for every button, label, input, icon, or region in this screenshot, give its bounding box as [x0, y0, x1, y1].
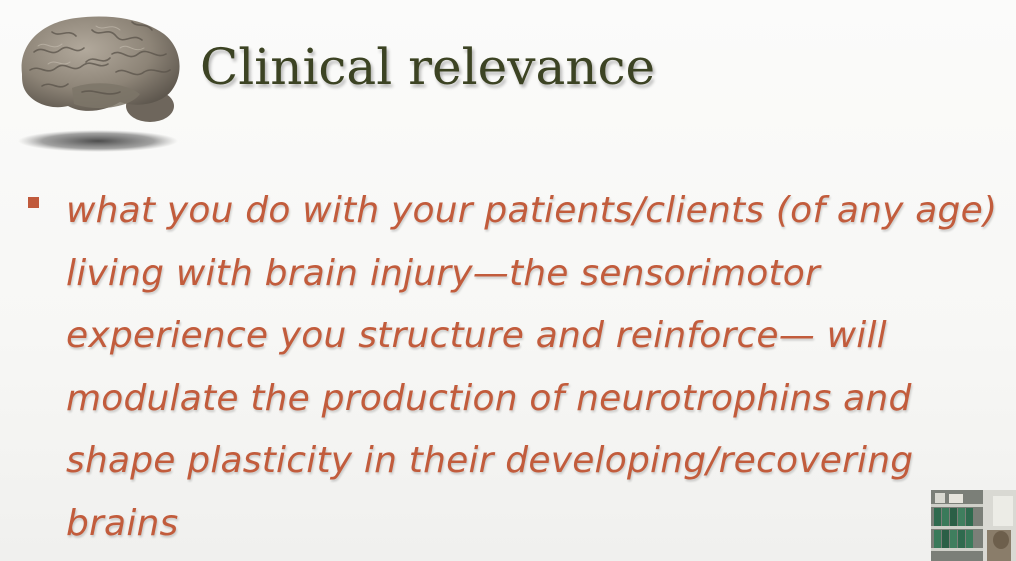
brain-icon — [12, 8, 187, 158]
bullet-list: what you do with your patients/clients (… — [0, 180, 1016, 555]
slide-title: Clinical relevance — [200, 38, 656, 96]
square-bullet-icon — [28, 197, 39, 208]
bullet-item: what you do with your patients/clients (… — [0, 180, 1016, 555]
presenter-webcam-thumbnail — [931, 490, 1016, 561]
bullet-text: what you do with your patients/clients (… — [66, 190, 998, 544]
